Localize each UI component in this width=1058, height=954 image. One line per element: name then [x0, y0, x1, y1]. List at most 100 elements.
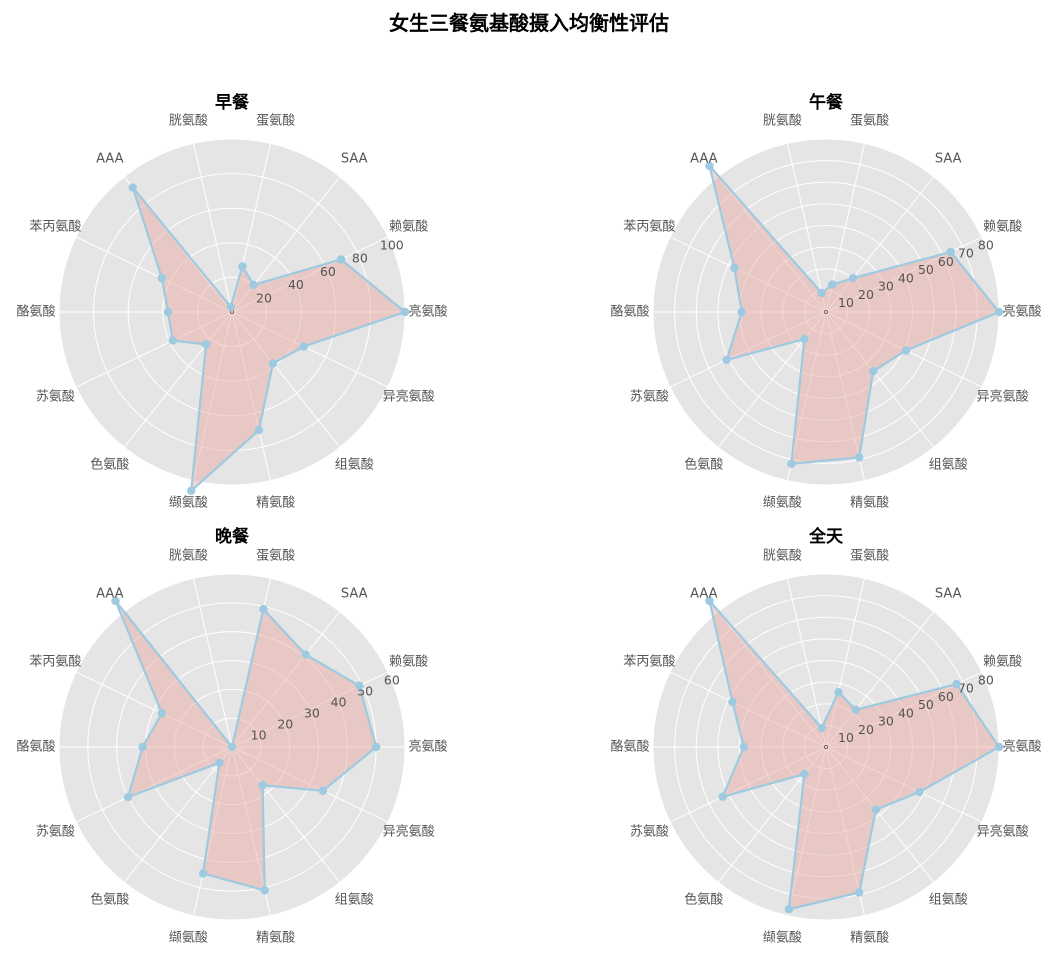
grid-spoke: [231, 746, 389, 823]
panel-title: 晚餐: [215, 526, 250, 547]
grid-spoke: [75, 671, 233, 748]
category-label: 胱氨酸: [169, 548, 208, 563]
grid-spoke: [717, 611, 827, 748]
series-area: [132, 187, 406, 491]
category-label: SAA: [341, 151, 368, 166]
grid-spoke: [825, 746, 935, 883]
category-label: 苯丙氨酸: [29, 219, 81, 234]
radial-tick-label: 80: [978, 237, 994, 252]
data-point: [817, 288, 826, 298]
grid-spoke: [669, 236, 827, 313]
radial-tick-label: 80: [978, 672, 994, 687]
grid-spoke: [825, 311, 865, 481]
data-point: [737, 307, 746, 317]
data-point: [299, 342, 308, 351]
grid-spoke: [669, 311, 827, 388]
radial-tick-label: 30: [878, 279, 894, 294]
data-point: [198, 869, 208, 878]
category-label: 亮氨酸: [1002, 304, 1041, 320]
radial-tick-label: 80: [352, 251, 368, 266]
data-point: [138, 742, 147, 752]
radial-tick-label: 70: [958, 681, 974, 696]
radar-panel-1: 20 40 60 80 100 亮氨酸 赖氨酸 SAA 蛋氨酸 胱氨酸 AAA 苯丙氨酸酪氨酸苏氨酸色…: [16, 92, 447, 511]
data-point: [722, 355, 731, 365]
data-point: [259, 605, 268, 614]
grid-spoke: [231, 311, 389, 388]
grid-spoke: [231, 311, 341, 448]
data-point: [994, 307, 1004, 317]
data-point: [730, 263, 739, 273]
grid-spoke: [193, 143, 233, 313]
data-point: [848, 273, 858, 283]
radial-tick-label: 20: [277, 716, 293, 731]
category-label: 苯丙氨酸: [623, 219, 675, 234]
data-point: [123, 792, 133, 802]
series-area: [709, 165, 999, 464]
category-label: 赖氨酸: [389, 219, 428, 234]
category-label: SAA: [935, 586, 962, 601]
category-label: 酪氨酸: [610, 739, 649, 755]
grid-spoke: [231, 746, 341, 883]
category-label: 缬氨酸: [169, 496, 208, 511]
category-label: 蛋氨酸: [256, 113, 295, 128]
radial-tick-label: 50: [918, 697, 934, 712]
series-area: [709, 600, 999, 910]
category-label: 苯丙氨酸: [623, 654, 675, 669]
category-label: 组氨酸: [929, 458, 968, 473]
radial-tick-label: 20: [858, 722, 874, 737]
category-label: 苏氨酸: [36, 389, 75, 405]
data-point: [800, 769, 809, 779]
grid-spoke: [231, 611, 341, 748]
data-point: [258, 781, 267, 790]
data-point: [249, 280, 258, 290]
grid-spoke: [825, 236, 983, 313]
category-label: 缬氨酸: [763, 931, 802, 946]
data-point: [915, 787, 924, 797]
category-label: 组氨酸: [335, 458, 374, 473]
radial-tick-label: 60: [938, 254, 954, 269]
data-point: [355, 681, 364, 690]
category-label: 异亮氨酸: [383, 389, 435, 405]
grid-spoke: [123, 311, 233, 448]
data-point: [871, 805, 881, 814]
radial-tick-label: 40: [288, 277, 304, 292]
data-point: [226, 302, 236, 312]
category-label: SAA: [341, 586, 368, 601]
category-label: 亮氨酸: [408, 739, 447, 755]
category-label: 酪氨酸: [16, 739, 55, 755]
grid-spoke: [787, 143, 827, 313]
category-label: 蛋氨酸: [850, 548, 889, 563]
category-label: 色氨酸: [90, 457, 129, 473]
category-label: 组氨酸: [335, 893, 374, 908]
grid-spoke: [231, 176, 341, 313]
radial-tick-label: 100: [380, 237, 404, 252]
category-label: 亮氨酸: [408, 304, 447, 320]
grid-spoke: [669, 746, 827, 823]
data-point: [952, 679, 961, 689]
panel-title: 早餐: [215, 92, 250, 113]
data-point: [851, 705, 860, 715]
category-label: 苏氨酸: [36, 824, 75, 840]
radar-panel-4: 10 20 30 40 50 60 70 80 亮氨酸 赖氨酸 SAA 蛋氨酸 胱氨酸 AAA 苯丙氨酸酪氨…: [610, 526, 1041, 946]
category-label: 蛋氨酸: [850, 113, 889, 128]
data-point: [163, 307, 173, 317]
category-label: 赖氨酸: [983, 219, 1022, 234]
category-label: 胱氨酸: [763, 548, 802, 563]
grid-spoke: [825, 176, 935, 313]
origin-marker: [824, 309, 829, 314]
data-point: [800, 334, 809, 344]
radial-tick-label: 10: [838, 730, 854, 745]
series-area: [115, 600, 377, 891]
category-label: 赖氨酸: [389, 654, 428, 669]
data-point: [400, 307, 410, 317]
category-label: 蛋氨酸: [256, 548, 295, 563]
radial-tick-label: 50: [918, 262, 934, 277]
grid-spoke: [193, 311, 233, 481]
radial-tick-label: 30: [878, 714, 894, 729]
category-label: 赖氨酸: [983, 654, 1022, 669]
radar-panel-3: 102030405060亮氨酸赖氨酸SAA蛋氨酸胱氨酸AAA苯丙氨酸酪氨酸苏氨酸…: [16, 526, 447, 946]
grid-spoke: [717, 176, 827, 313]
panel-title: 全天: [808, 526, 844, 547]
grid-spoke: [231, 311, 271, 481]
